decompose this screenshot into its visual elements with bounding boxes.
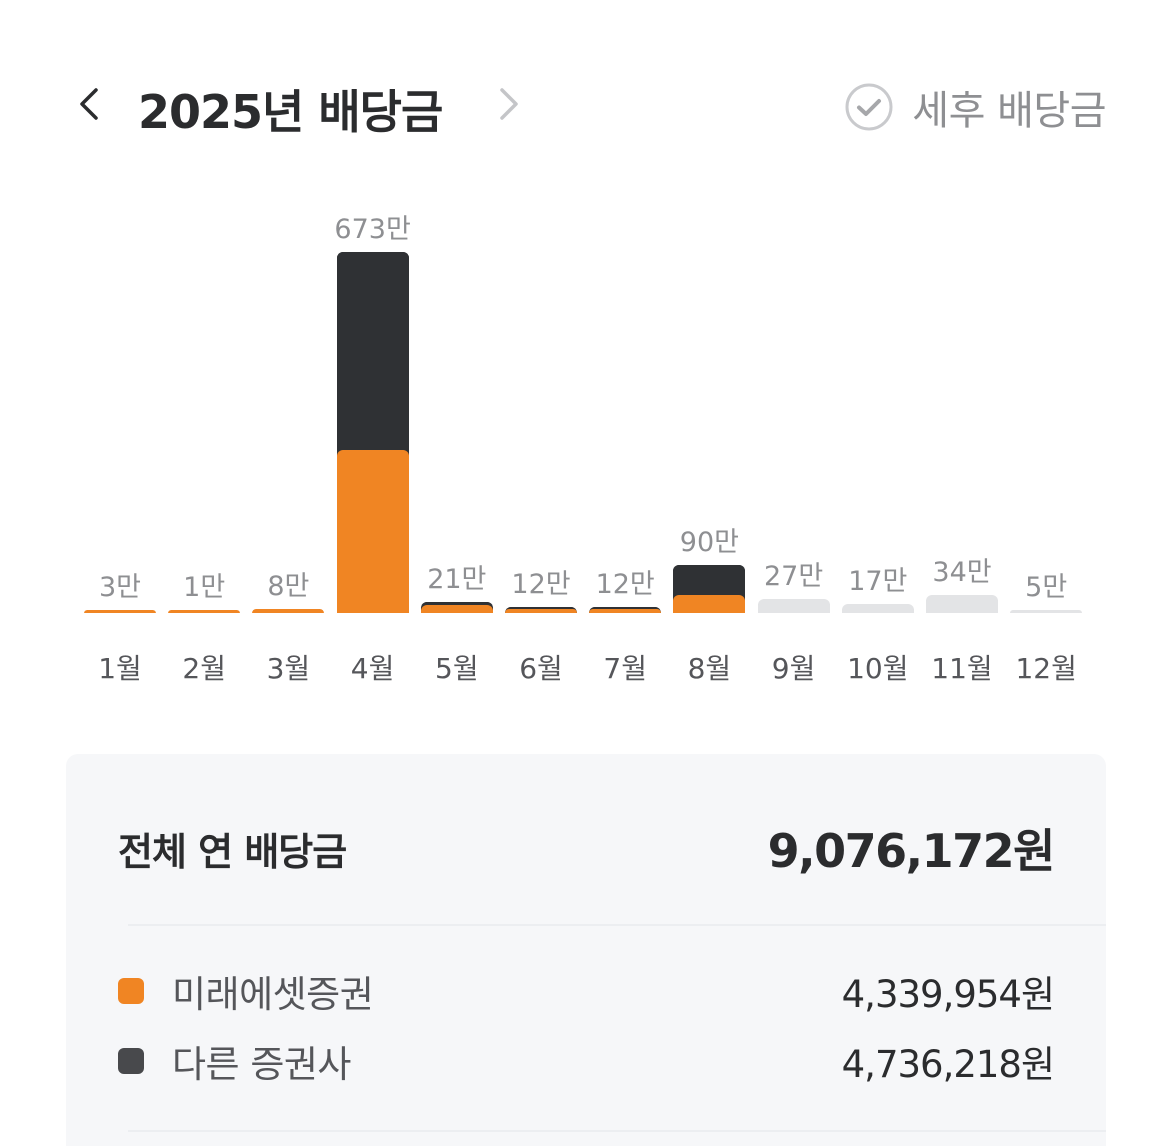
bar-value-label: 12만 bbox=[595, 568, 655, 600]
summary-card: 전체 연 배당금 9,076,172원 미래에셋증권 4,339,954원 다른… bbox=[66, 754, 1106, 1146]
total-value: 9,076,172원 bbox=[767, 824, 1056, 878]
dividend-bar bbox=[84, 610, 156, 613]
bar-column[interactable]: 3만 1월 bbox=[84, 200, 156, 700]
mirae-segment bbox=[420, 604, 493, 613]
bar-stack: 34만 bbox=[926, 550, 998, 613]
after-tax-toggle[interactable]: 세후 배당금 bbox=[844, 78, 1106, 136]
projected-bar bbox=[757, 598, 830, 613]
month-label: 1월 bbox=[98, 652, 142, 685]
mirae-segment bbox=[84, 610, 156, 613]
mirae-segment bbox=[673, 595, 746, 613]
bar-stack: 90만 bbox=[673, 520, 746, 613]
bar-column[interactable]: 17만 10월 bbox=[841, 200, 914, 700]
bar-stack: 673만 bbox=[334, 207, 411, 613]
bar-value-label: 90만 bbox=[679, 526, 739, 558]
monthly-dividend-chart: 3만 1월 1만 2월 8만 3월 673만 4월 21만 5월 12만 6월 12만 7월 90만 8월 27… bbox=[0, 200, 1170, 700]
month-label: 7월 bbox=[603, 652, 647, 685]
month-label: 9월 bbox=[771, 652, 816, 685]
bar-column[interactable]: 5만 12월 bbox=[1010, 200, 1083, 700]
bar-stack: 5만 bbox=[1010, 565, 1083, 613]
other-broker-segment bbox=[336, 252, 409, 451]
bar-value-label: 34만 bbox=[932, 556, 992, 588]
bar-value-label: 27만 bbox=[763, 560, 824, 592]
bar-value-label: 5만 bbox=[1025, 572, 1068, 603]
other-broker-segment bbox=[673, 564, 746, 596]
bar-column[interactable]: 8만 3월 bbox=[252, 200, 325, 700]
other-broker-segment bbox=[589, 606, 662, 609]
dividend-bar bbox=[168, 610, 241, 613]
check-circle-icon bbox=[845, 83, 893, 131]
bar-stack: 8만 bbox=[252, 564, 325, 613]
legend-name: 미래에셋증권 bbox=[172, 973, 374, 1016]
bar-stack: 27만 bbox=[757, 554, 830, 613]
dividend-bar bbox=[589, 606, 662, 613]
mirae-segment bbox=[168, 610, 241, 613]
bar-value-label: 8만 bbox=[267, 570, 310, 602]
month-label: 10월 bbox=[847, 652, 909, 685]
legend-row-other: 다른 증권사 4,736,218원 bbox=[118, 1035, 1055, 1087]
mirae-segment bbox=[252, 608, 325, 613]
header: 2025년 배당금 세후 배당금 bbox=[0, 68, 1170, 140]
month-label: 2월 bbox=[182, 652, 226, 685]
next-year-button[interactable] bbox=[490, 84, 526, 124]
bar-value-label: 17만 bbox=[848, 565, 908, 597]
bar-stack: 12만 bbox=[505, 562, 577, 613]
chevron-right-icon bbox=[500, 88, 518, 120]
orange-swatch-icon bbox=[118, 978, 144, 1004]
bar-stack: 17만 bbox=[841, 559, 914, 613]
bar-value-label: 1만 bbox=[183, 572, 226, 603]
bar-column[interactable]: 34만 11월 bbox=[926, 200, 998, 700]
other-broker-segment bbox=[505, 606, 577, 609]
dividend-bar bbox=[252, 608, 325, 613]
dividend-bar bbox=[673, 564, 746, 613]
month-label: 11월 bbox=[931, 652, 993, 685]
month-label: 3월 bbox=[266, 652, 311, 685]
dividend-bar bbox=[336, 252, 409, 613]
divider bbox=[128, 924, 1106, 926]
page-title: 2025년 배당금 bbox=[138, 85, 443, 139]
month-label: 5월 bbox=[435, 652, 479, 685]
after-tax-label: 세후 배당금 bbox=[912, 88, 1106, 134]
month-label: 12월 bbox=[1015, 652, 1077, 685]
bar-column[interactable]: 12만 7월 bbox=[589, 200, 662, 700]
divider bbox=[128, 1130, 1106, 1132]
projected-bar bbox=[841, 603, 914, 613]
total-label: 전체 연 배당금 bbox=[118, 829, 347, 874]
mirae-segment bbox=[505, 608, 577, 613]
month-label: 6월 bbox=[519, 652, 563, 685]
bar-column[interactable]: 21만 5월 bbox=[420, 200, 493, 700]
bar-value-label: 12만 bbox=[511, 568, 571, 600]
projected-bar bbox=[1010, 610, 1083, 613]
bar-stack: 1만 bbox=[168, 565, 241, 613]
previous-year-button[interactable] bbox=[72, 84, 108, 124]
bar-stack: 21만 bbox=[420, 557, 493, 613]
dark-swatch-icon bbox=[118, 1048, 144, 1074]
month-label: 8월 bbox=[687, 652, 732, 685]
mirae-segment bbox=[336, 450, 409, 613]
bar-value-label: 673만 bbox=[334, 214, 411, 246]
bar-column[interactable]: 12만 6월 bbox=[505, 200, 577, 700]
legend-row-mirae: 미래에셋증권 4,339,954원 bbox=[118, 965, 1055, 1017]
bar-column[interactable]: 27만 9월 bbox=[757, 200, 830, 700]
legend-value: 4,339,954원 bbox=[841, 973, 1055, 1016]
mirae-segment bbox=[589, 608, 662, 613]
projected-bar bbox=[926, 594, 998, 613]
month-label: 4월 bbox=[350, 652, 395, 685]
legend-name: 다른 증권사 bbox=[172, 1043, 351, 1086]
bar-stack: 3만 bbox=[84, 565, 156, 613]
bar-column[interactable]: 673만 4월 bbox=[334, 200, 411, 700]
bar-stack: 12만 bbox=[589, 562, 662, 613]
bar-value-label: 3만 bbox=[98, 572, 142, 603]
dividend-bar bbox=[420, 601, 493, 613]
bar-value-label: 21만 bbox=[427, 563, 487, 595]
total-row: 전체 연 배당금 9,076,172원 bbox=[118, 820, 1056, 878]
chevron-left-icon bbox=[80, 88, 98, 120]
other-broker-segment bbox=[420, 601, 493, 605]
legend-value: 4,736,218원 bbox=[841, 1043, 1055, 1086]
dividend-bar bbox=[505, 606, 577, 613]
bar-column[interactable]: 90만 8월 bbox=[673, 200, 746, 700]
bar-column[interactable]: 1만 2월 bbox=[168, 200, 241, 700]
